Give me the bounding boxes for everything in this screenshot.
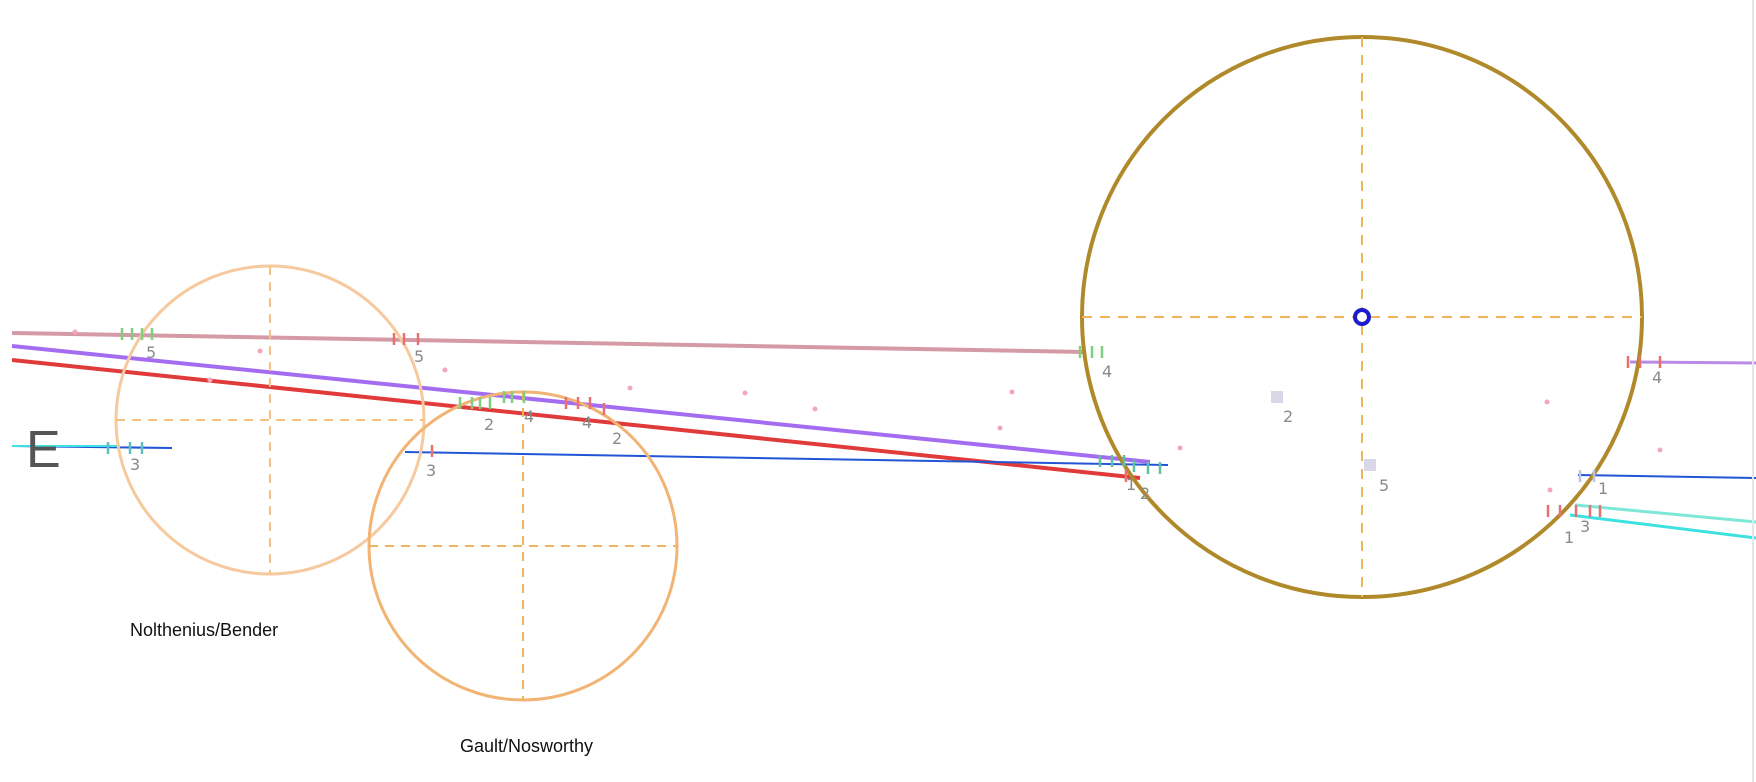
marker-label: 1 (1598, 479, 1608, 498)
violet-track-line-right (1629, 360, 1756, 365)
scatter-points (72, 329, 1663, 493)
marker-label: 2 (484, 415, 494, 434)
compass-letter-e: E (26, 421, 61, 479)
circle-gault-nosworthy (367, 390, 679, 702)
center-marker-icon (1353, 308, 1371, 326)
pink-track-line (11, 331, 1086, 354)
gault-nosworthy-label: Gault/Nosworthy (460, 736, 593, 756)
marker-label: 5 (146, 343, 156, 362)
marker-label: 2 (1283, 407, 1293, 426)
blue-track-line (404, 451, 1169, 466)
cyan-track-line-2 (1574, 503, 1756, 524)
marker-label: 2 (612, 429, 622, 448)
grey-square-marker (1364, 459, 1376, 471)
marker-label: 3 (426, 461, 436, 480)
marker-label: 1 (1564, 528, 1574, 547)
marker-label: 5 (414, 347, 424, 366)
circle-main (1080, 35, 1644, 599)
cyan-track-line (1569, 513, 1756, 540)
tick-markers (106, 328, 1662, 517)
blue-track-line-right (1577, 474, 1756, 479)
marker-label: 4 (582, 413, 592, 432)
circle-nolthenius-bender (114, 264, 426, 576)
marker-label: 2 (1140, 484, 1150, 503)
marker-label: 4 (524, 407, 534, 426)
tracks (11, 331, 1756, 540)
marker-labels: 5 5 3 3 2 4 4 2 4 2 5 1 2 4 1 1 3 (130, 343, 1662, 547)
marker-label: 4 (1102, 362, 1112, 381)
marker-label: 3 (130, 455, 140, 474)
marker-label: 3 (1580, 517, 1590, 536)
marker-label: 5 (1379, 476, 1389, 495)
nolthenius-bender-label: Nolthenius/Bender (130, 620, 278, 640)
grey-square-marker (1271, 391, 1283, 403)
marker-label: 4 (1652, 368, 1662, 387)
marker-label: 1 (1126, 475, 1136, 494)
red-track-line (11, 358, 1141, 480)
